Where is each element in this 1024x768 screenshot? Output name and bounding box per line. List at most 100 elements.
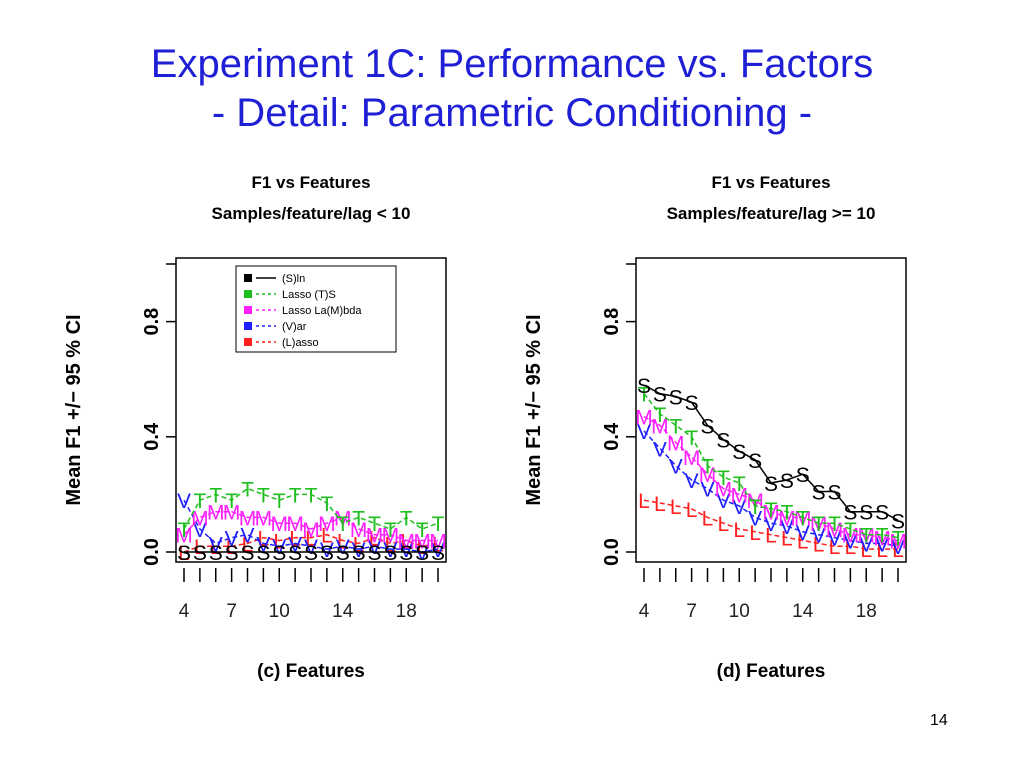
data-point: L: [797, 530, 809, 553]
data-point: T: [352, 507, 365, 530]
series-line: [183, 487, 439, 530]
data-point: V: [209, 533, 223, 556]
data-point: M: [255, 507, 273, 530]
data-point: L: [654, 493, 666, 516]
data-point: T: [812, 513, 825, 536]
chart-title: F1 vs Features: [251, 173, 370, 192]
data-point: T: [638, 384, 651, 407]
data-point: V: [352, 539, 366, 562]
data-point: M: [731, 484, 749, 507]
data-point: S: [431, 542, 445, 565]
data-point: L: [416, 536, 428, 559]
data-point: M: [794, 507, 812, 530]
x-tick-label: 18: [396, 601, 417, 622]
data-point: L: [194, 536, 206, 559]
data-point: T: [669, 415, 682, 438]
data-point: V: [732, 496, 746, 519]
series-line: [183, 510, 438, 542]
data-point: L: [273, 530, 285, 553]
data-point: L: [892, 539, 904, 562]
data-point: S: [859, 502, 873, 525]
data-point: S: [843, 502, 857, 525]
data-point: V: [812, 525, 826, 548]
data-point: S: [415, 542, 429, 565]
legend: (S)ln Lasso (T)S Lasso La(M)bda (V)ar (L)ass…: [235, 265, 397, 353]
y-tick-label: 0.8: [601, 308, 623, 336]
data-point: T: [193, 490, 206, 513]
data-point: L: [226, 536, 238, 559]
data-point: M: [239, 507, 257, 530]
data-point: S: [367, 542, 381, 565]
data-point: M: [778, 507, 796, 530]
data-point: V: [383, 539, 397, 562]
legend-swatch: [244, 306, 252, 314]
data-point: V: [288, 533, 302, 556]
data-point: S: [653, 384, 667, 407]
data-point: T: [876, 525, 889, 548]
data-point: M: [667, 433, 685, 456]
data-point: S: [637, 375, 651, 398]
data-point: S: [209, 542, 223, 565]
data-point: S: [764, 473, 778, 496]
data-point: L: [686, 499, 698, 522]
data-point: V: [320, 539, 334, 562]
data-point: L: [432, 533, 444, 556]
series-line: [643, 415, 899, 542]
data-point: L: [876, 539, 888, 562]
data-point: M: [271, 513, 289, 536]
data-point: T: [749, 496, 762, 519]
data-point: S: [700, 415, 714, 438]
data-point: M: [746, 490, 764, 513]
plot-frame: [175, 257, 447, 563]
chart-title: F1 vs Features: [711, 173, 830, 192]
data-point: T: [416, 519, 429, 542]
data-point: L: [749, 522, 761, 545]
slide-title: Experiment 1C: Performance vs. Factors -…: [0, 40, 1024, 138]
data-point: T: [701, 456, 714, 479]
data-point: T: [289, 484, 302, 507]
data-point: T: [241, 479, 254, 502]
data-point: L: [860, 539, 872, 562]
data-point: M: [429, 530, 447, 553]
data-point: T: [305, 484, 318, 507]
data-point: V: [653, 438, 667, 461]
x-axis-label: (d) Features: [717, 661, 826, 682]
data-point: T: [257, 484, 270, 507]
data-point: L: [210, 536, 222, 559]
data-point: S: [272, 542, 286, 565]
data-point: T: [209, 484, 222, 507]
data-point: V: [827, 528, 841, 551]
data-point: S: [193, 542, 207, 565]
series-line: [643, 499, 898, 550]
data-point: S: [225, 542, 239, 565]
data-point: S: [812, 482, 826, 505]
data-point: M: [207, 502, 225, 525]
data-point: M: [382, 525, 400, 548]
y-axis-label: Mean F1 +/− 95 % CI: [523, 314, 545, 505]
data-point: M: [366, 525, 384, 548]
y-tick-label: 0.4: [601, 422, 623, 451]
data-point: S: [685, 392, 699, 415]
data-point: L: [813, 533, 825, 556]
data-point: S: [748, 450, 762, 473]
x-tick-label: 4: [639, 601, 650, 622]
data-point: V: [780, 516, 794, 539]
slide-title-line1: Experiment 1C: Performance vs. Factors: [150, 42, 874, 86]
data-point: V: [177, 490, 191, 513]
data-point: V: [716, 490, 730, 513]
data-point: M: [318, 513, 336, 536]
data-point: L: [178, 542, 190, 565]
data-point: M: [350, 519, 368, 542]
data-point: L: [718, 513, 730, 536]
data-point: V: [796, 522, 810, 545]
legend-swatch: [244, 322, 252, 330]
data-point: L: [765, 525, 777, 548]
y-tick-label: 0.0: [601, 538, 623, 566]
data-point: L: [369, 528, 381, 551]
data-point: L: [845, 536, 857, 559]
legend-label: (L)asso: [282, 337, 319, 349]
